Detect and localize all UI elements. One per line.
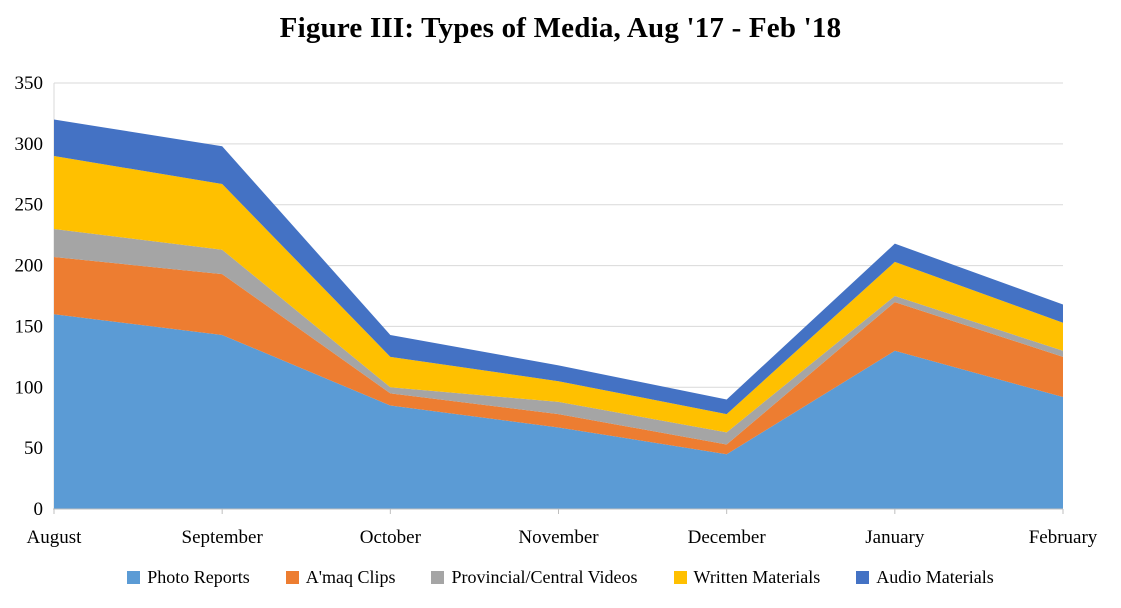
legend-swatch-a-maq-clips — [285, 571, 299, 584]
area-a-maq-clips — [54, 257, 1063, 455]
x-axis-label-september: September — [182, 527, 264, 548]
y-axis-tick-label: 300 — [15, 134, 44, 155]
x-axis-label-february: February — [1029, 527, 1098, 548]
area-provincial-central-videos — [54, 229, 1063, 445]
x-axis-label-august: August — [27, 527, 83, 548]
y-axis-tick-label: 250 — [15, 195, 44, 216]
y-axis-tick-label: 0 — [34, 499, 44, 520]
y-axis-tick-label: 200 — [15, 256, 44, 277]
y-axis-tick-label: 350 — [15, 73, 44, 94]
legend-item-written-materials: Written Materials — [673, 567, 821, 588]
area-audio-materials — [54, 119, 1063, 415]
y-axis-tick-label: 150 — [15, 316, 44, 337]
y-axis-tick-label: 50 — [24, 438, 43, 459]
legend-swatch-provincial-central-videos — [431, 571, 445, 584]
chart-title: Figure III: Types of Media, Aug '17 - Fe… — [279, 12, 842, 44]
legend-item-a-maq-clips: A'maq Clips — [285, 567, 396, 588]
legend-swatch-photo-reports — [127, 571, 141, 584]
legend-item-photo-reports: Photo Reports — [127, 567, 250, 588]
legend: Photo Reports A'maq Clips Provincial/Centr… — [0, 567, 1121, 588]
area-written-materials — [54, 156, 1063, 433]
legend-swatch-audio-materials — [856, 571, 870, 584]
legend-swatch-written-materials — [673, 571, 687, 584]
legend-item-provincial-central-videos: Provincial/Central Videos — [431, 567, 638, 588]
legend-item-audio-materials: Audio Materials — [856, 567, 994, 588]
legend-label: Photo Reports — [147, 567, 250, 587]
legend-label: A'maq Clips — [305, 567, 396, 587]
legend-label: Written Materials — [693, 567, 821, 587]
area-photo-reports — [54, 314, 1063, 509]
x-axis-label-december: December — [688, 527, 767, 548]
legend-label: Provincial/Central Videos — [451, 567, 638, 587]
legend-label: Audio Materials — [876, 567, 994, 587]
x-axis-label-november: November — [518, 527, 599, 548]
x-axis-label-january: January — [865, 527, 925, 548]
y-axis-tick-label: 100 — [15, 377, 44, 398]
x-axis-label-october: October — [360, 527, 422, 548]
